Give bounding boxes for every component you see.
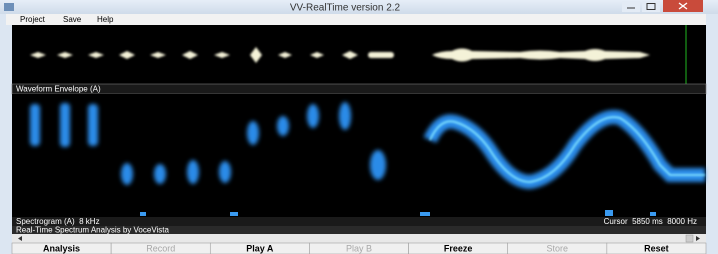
- button: Record: [111, 243, 210, 254]
- button-label: Analysis: [43, 243, 80, 253]
- button: Store: [508, 243, 607, 254]
- menu-item[interactable]: Project: [20, 15, 46, 24]
- maximize-button[interactable]: [642, 1, 660, 12]
- close-button[interactable]: [663, 0, 703, 12]
- minimize-button[interactable]: [622, 1, 640, 12]
- button-label: Freeze: [444, 243, 473, 253]
- scrollbar[interactable]: [12, 234, 706, 243]
- button[interactable]: Reset: [607, 243, 706, 254]
- spectrum-label: Real-Time Spectrum Analysis by VoceVista: [16, 226, 170, 235]
- waveform-label: Waveform Envelope (A): [16, 85, 101, 94]
- button-label: Store: [547, 243, 569, 253]
- button: Play B: [309, 243, 408, 254]
- button-label: Reset: [644, 243, 669, 253]
- button[interactable]: Play A: [210, 243, 309, 254]
- label-bar: [12, 84, 706, 94]
- button-label: Play A: [246, 243, 274, 253]
- button[interactable]: Analysis: [12, 243, 111, 254]
- button[interactable]: Freeze: [409, 243, 508, 254]
- button-label: Record: [146, 243, 175, 253]
- window-title: VV-RealTime version 2.2: [290, 3, 401, 14]
- app-window: VV-RealTime version 2.2 ProjectSaveHelp …: [0, 0, 718, 254]
- app-icon: [4, 3, 14, 11]
- button-label: Play B: [346, 243, 372, 253]
- menu-item[interactable]: Help: [97, 15, 114, 24]
- menu-item[interactable]: Save: [63, 15, 82, 24]
- cursor-label: Cursor 5850 ms 8000 Hz: [604, 217, 697, 226]
